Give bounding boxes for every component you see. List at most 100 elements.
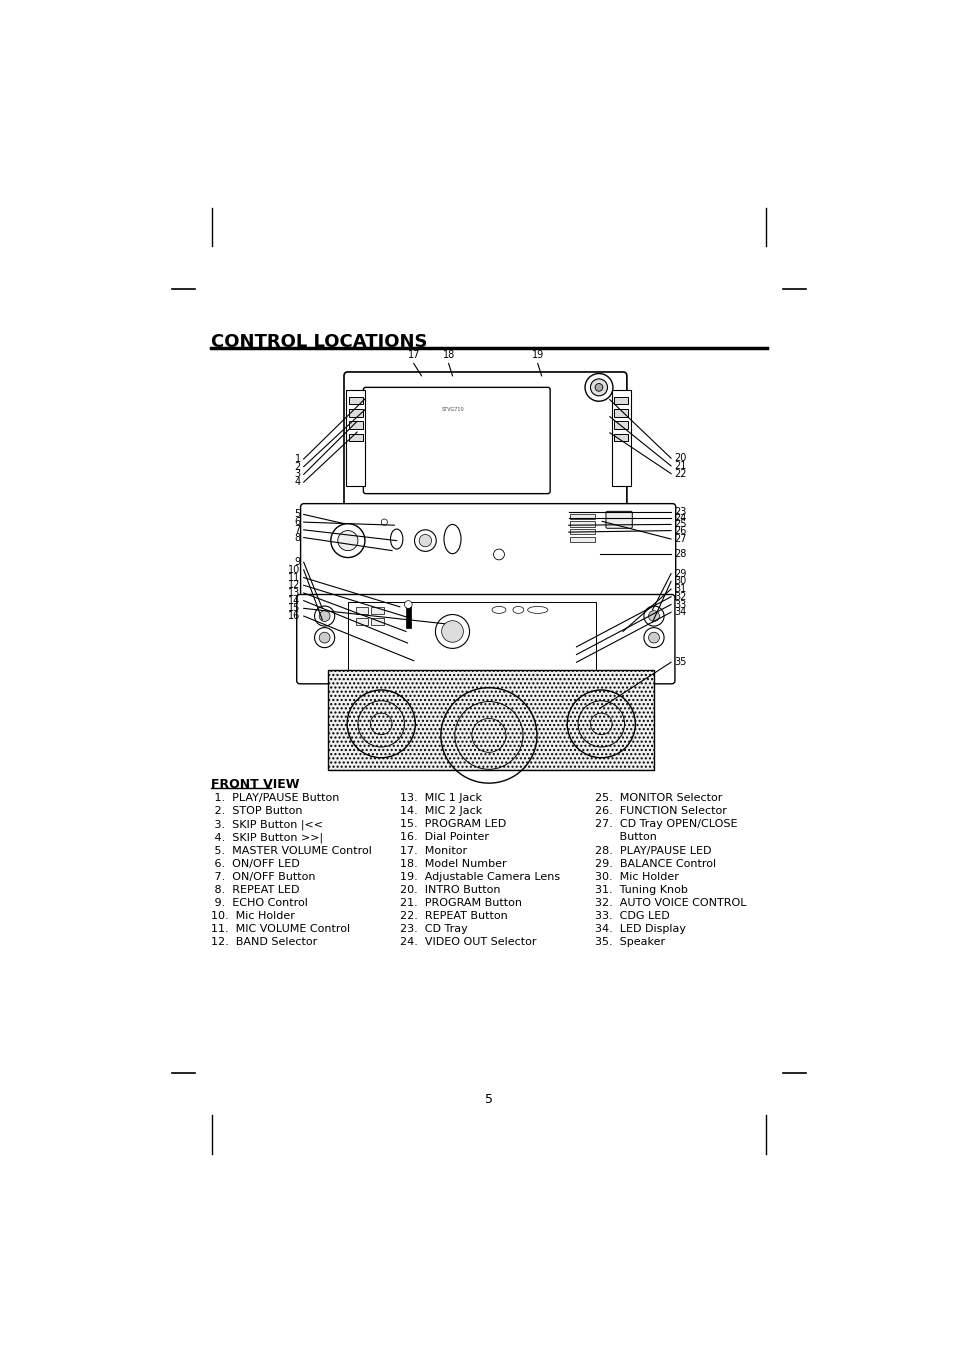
Text: 1: 1 bbox=[294, 454, 300, 464]
Text: 6: 6 bbox=[294, 518, 300, 527]
FancyBboxPatch shape bbox=[363, 387, 550, 493]
Bar bbox=[614, 421, 628, 429]
Circle shape bbox=[418, 534, 431, 547]
Bar bbox=[328, 670, 654, 770]
Text: 1.  PLAY/PAUSE Button: 1. PLAY/PAUSE Button bbox=[211, 793, 338, 803]
Text: 15.  PROGRAM LED: 15. PROGRAM LED bbox=[399, 820, 505, 829]
Circle shape bbox=[404, 601, 412, 608]
Text: 29: 29 bbox=[674, 569, 686, 578]
Circle shape bbox=[435, 615, 469, 648]
Bar bbox=[371, 607, 383, 613]
Text: 32: 32 bbox=[674, 592, 686, 601]
Text: 28: 28 bbox=[674, 550, 686, 559]
Text: 26: 26 bbox=[674, 526, 686, 535]
Text: 6.  ON/OFF LED: 6. ON/OFF LED bbox=[211, 859, 299, 868]
Text: 12.  BAND Selector: 12. BAND Selector bbox=[211, 937, 316, 948]
Bar bbox=[348, 603, 596, 677]
Text: 10: 10 bbox=[288, 565, 300, 574]
Text: 30.  Mic Holder: 30. Mic Holder bbox=[595, 872, 679, 882]
Text: 10.  Mic Holder: 10. Mic Holder bbox=[211, 911, 294, 921]
Text: 27.  CD Tray OPEN/CLOSE: 27. CD Tray OPEN/CLOSE bbox=[595, 820, 737, 829]
Text: 19: 19 bbox=[531, 350, 543, 360]
Text: 13.  MIC 1 Jack: 13. MIC 1 Jack bbox=[399, 793, 481, 803]
Text: STVG710: STVG710 bbox=[440, 407, 463, 411]
Circle shape bbox=[381, 519, 387, 526]
Bar bbox=[570, 514, 595, 519]
Text: 26.  FUNCTION Selector: 26. FUNCTION Selector bbox=[595, 806, 726, 817]
Bar bbox=[612, 390, 630, 485]
Text: 7.  ON/OFF Button: 7. ON/OFF Button bbox=[211, 872, 314, 882]
Bar bbox=[614, 434, 628, 441]
Text: 25.  MONITOR Selector: 25. MONITOR Selector bbox=[595, 793, 721, 803]
Circle shape bbox=[643, 628, 663, 647]
Text: 5: 5 bbox=[484, 1093, 493, 1107]
Text: 31.  Tuning Knob: 31. Tuning Knob bbox=[595, 884, 687, 895]
Circle shape bbox=[314, 607, 335, 625]
Text: 9.  ECHO Control: 9. ECHO Control bbox=[211, 898, 307, 909]
Ellipse shape bbox=[513, 607, 523, 613]
Bar bbox=[406, 604, 410, 628]
Text: 27: 27 bbox=[674, 534, 686, 545]
Bar bbox=[355, 617, 368, 624]
Bar bbox=[348, 408, 362, 417]
Text: 35: 35 bbox=[674, 658, 686, 667]
Text: 35.  Speaker: 35. Speaker bbox=[595, 937, 664, 948]
Text: 9: 9 bbox=[294, 557, 300, 568]
Text: 33: 33 bbox=[674, 600, 685, 609]
Circle shape bbox=[493, 549, 504, 559]
Bar bbox=[614, 396, 628, 404]
Circle shape bbox=[415, 530, 436, 551]
Text: 33.  CDG LED: 33. CDG LED bbox=[595, 911, 669, 921]
Circle shape bbox=[595, 384, 602, 391]
Circle shape bbox=[331, 523, 365, 558]
Text: 25: 25 bbox=[674, 519, 686, 530]
Text: 16: 16 bbox=[288, 611, 300, 621]
Text: 18.  Model Number: 18. Model Number bbox=[399, 859, 506, 868]
Bar bbox=[570, 537, 595, 542]
Text: 8.  REPEAT LED: 8. REPEAT LED bbox=[211, 884, 299, 895]
Text: 34: 34 bbox=[674, 607, 685, 617]
Bar bbox=[348, 434, 362, 441]
Bar bbox=[355, 607, 368, 613]
Text: 30: 30 bbox=[674, 577, 685, 586]
Text: 14.  MIC 2 Jack: 14. MIC 2 Jack bbox=[399, 806, 481, 817]
FancyBboxPatch shape bbox=[605, 511, 632, 528]
Text: 16.  Dial Pointer: 16. Dial Pointer bbox=[399, 833, 488, 842]
Circle shape bbox=[319, 611, 330, 621]
Text: 17: 17 bbox=[407, 350, 419, 360]
Circle shape bbox=[584, 373, 612, 402]
Bar bbox=[371, 617, 383, 624]
Circle shape bbox=[590, 379, 607, 396]
Text: CONTROL LOCATIONS: CONTROL LOCATIONS bbox=[211, 333, 427, 350]
Bar bbox=[570, 528, 595, 534]
Circle shape bbox=[648, 632, 659, 643]
Text: 12: 12 bbox=[288, 580, 300, 590]
Text: 21.  PROGRAM Button: 21. PROGRAM Button bbox=[399, 898, 521, 909]
Bar bbox=[570, 522, 595, 527]
Text: 3: 3 bbox=[294, 469, 300, 480]
Circle shape bbox=[441, 620, 463, 642]
Text: FRONT VIEW: FRONT VIEW bbox=[211, 778, 299, 791]
Text: 22.  REPEAT Button: 22. REPEAT Button bbox=[399, 911, 507, 921]
Text: 32.  AUTO VOICE CONTROL: 32. AUTO VOICE CONTROL bbox=[595, 898, 746, 909]
Text: 23.  CD Tray: 23. CD Tray bbox=[399, 925, 467, 934]
Text: 5: 5 bbox=[294, 510, 300, 519]
FancyBboxPatch shape bbox=[296, 594, 674, 683]
Text: 20: 20 bbox=[674, 453, 686, 464]
Ellipse shape bbox=[390, 528, 402, 549]
Text: 11.  MIC VOLUME Control: 11. MIC VOLUME Control bbox=[211, 925, 350, 934]
Text: Button: Button bbox=[595, 833, 657, 842]
Text: 5.  MASTER VOLUME Control: 5. MASTER VOLUME Control bbox=[211, 845, 371, 856]
Text: 4.  SKIP Button >>|: 4. SKIP Button >>| bbox=[211, 833, 322, 842]
Text: 22: 22 bbox=[674, 469, 686, 479]
Text: 24: 24 bbox=[674, 514, 686, 523]
Circle shape bbox=[643, 607, 663, 625]
Ellipse shape bbox=[527, 607, 547, 613]
FancyBboxPatch shape bbox=[300, 504, 675, 601]
Text: 23: 23 bbox=[674, 507, 686, 518]
Text: 3.  SKIP Button |<<: 3. SKIP Button |<< bbox=[211, 820, 322, 830]
FancyBboxPatch shape bbox=[344, 372, 626, 507]
Ellipse shape bbox=[443, 524, 460, 554]
Ellipse shape bbox=[492, 607, 505, 613]
Text: 2.  STOP Button: 2. STOP Button bbox=[211, 806, 302, 817]
